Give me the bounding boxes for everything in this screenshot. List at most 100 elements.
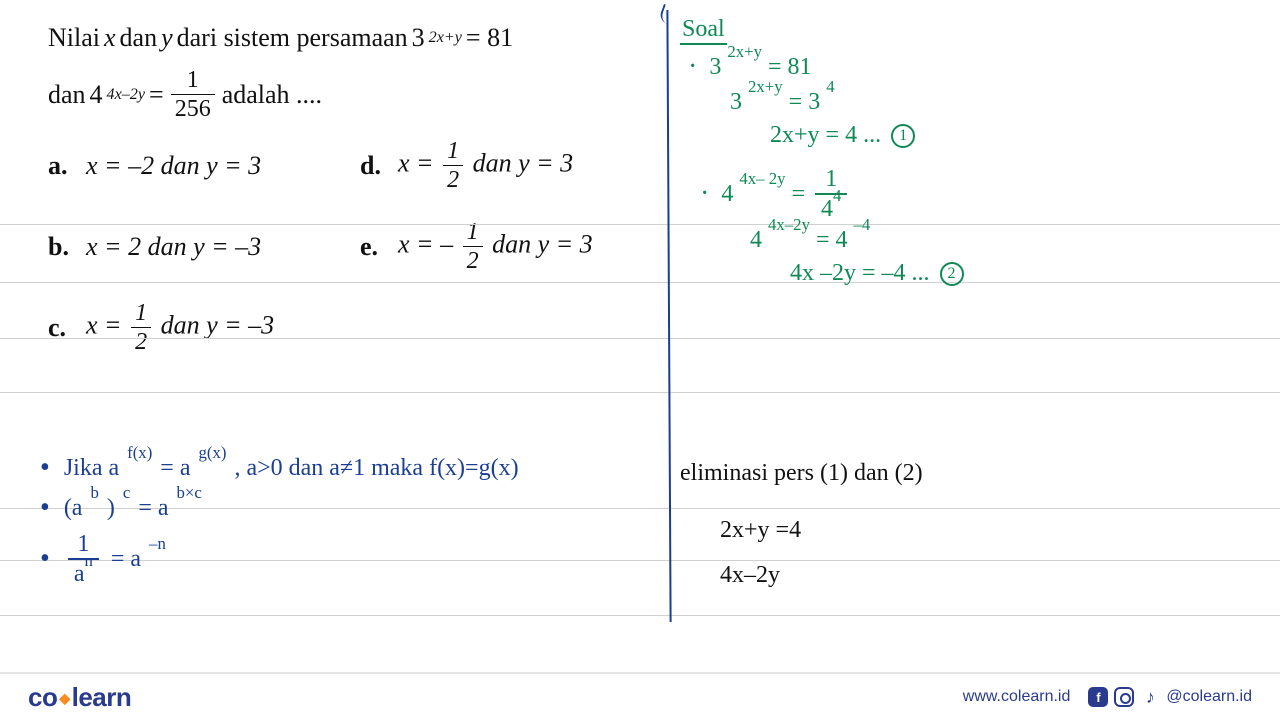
hw-base: 4: [750, 227, 762, 254]
brand-logo: co◆learn: [28, 682, 131, 713]
rule-frac-den-base: a: [74, 561, 85, 587]
rule-exp: b: [90, 483, 98, 503]
hw-eq: =: [789, 89, 803, 116]
q-expr2-eq: =: [149, 75, 164, 115]
rule-exp: –n: [149, 534, 166, 554]
handwriting-blue: • Jika af(x) = ag(x) , a>0 dan a≠1 maka …: [40, 452, 680, 594]
hw-rhs-base: 4: [836, 227, 848, 254]
hw-equation: 2x+y = 4 ...: [770, 122, 881, 149]
option-e: e. x = – 1 2 dan y = 3: [360, 220, 660, 273]
option-label: a.: [48, 151, 72, 181]
social-group: f ♪ @colearn.id: [1088, 687, 1252, 707]
opt-frac-den: 2: [443, 165, 463, 192]
hw-title: Soal: [680, 16, 727, 45]
rule-text: Jika a: [64, 455, 119, 482]
hw-frac: 1 44: [815, 167, 847, 221]
hw-exp: 4x–2y: [768, 215, 810, 235]
hw-rhs-base: 3: [808, 89, 820, 116]
bullet-dot-icon: •: [40, 492, 50, 524]
rule-text: = a: [111, 546, 141, 573]
option-d: d. x = 1 2 dan y = 3: [360, 139, 660, 192]
tiktok-icon: ♪: [1140, 687, 1160, 707]
worksheet-page: Nilai x dan y dari sistem persamaan 3 2x+…: [0, 0, 1280, 672]
opt-frac: 1 2: [443, 139, 463, 192]
opt-frac: 1 2: [131, 301, 151, 354]
option-b: b. x = 2 dan y = –3: [48, 220, 348, 273]
rule-exp: c: [123, 483, 130, 503]
rule-exp: g(x): [198, 443, 226, 463]
handwriting-green: Soal · 3 2x+y = 81 3 2x+y = 3 4 2x+y = 4…: [680, 16, 1260, 293]
q-text: dari sistem persamaan: [177, 18, 408, 58]
rule-text: = a: [160, 455, 190, 482]
facebook-icon: f: [1088, 687, 1108, 707]
option-label: b.: [48, 232, 72, 262]
rule-frac: 1 an: [68, 532, 99, 586]
brand-dot-icon: ◆: [57, 690, 71, 706]
bullet-dot-icon: ·: [700, 178, 709, 210]
hw-frac-den-exp: 4: [833, 186, 841, 205]
opt-frac-num: 1: [131, 301, 151, 327]
hw-equation: 4x –2y = –4 ...: [790, 260, 930, 287]
ruled-line: [0, 615, 1280, 616]
rule-text: ): [107, 495, 115, 522]
bullet-dot-icon: ·: [688, 51, 697, 83]
option-label: d.: [360, 151, 384, 181]
opt-text: x = –: [398, 230, 460, 259]
footer-right: www.colearn.id f ♪ @colearn.id: [963, 687, 1252, 707]
hw-rhs-exp: –4: [854, 215, 871, 235]
footer-url: www.colearn.id: [963, 688, 1071, 706]
opt-frac: 1 2: [463, 220, 483, 273]
hw-eq: 2x+y =4: [720, 517, 923, 544]
ruled-line: [0, 338, 1280, 339]
opt-frac-den: 2: [463, 246, 483, 273]
rule-exp: b×c: [177, 483, 202, 503]
bullet-dot-icon: •: [40, 452, 50, 484]
instagram-icon: [1114, 687, 1134, 707]
rule-frac-den: an: [68, 558, 99, 586]
q-fraction: 1 256: [171, 68, 215, 121]
q-expr1-base: 3: [412, 18, 425, 58]
option-body: x = – 1 2 dan y = 3: [398, 220, 593, 273]
q-frac-num: 1: [183, 68, 203, 94]
hw-base: 3: [709, 54, 721, 81]
q-expr2-base: 4: [90, 75, 103, 115]
hw-exp: 2x+y: [727, 42, 762, 62]
rule-text: , a>0 dan a≠1 maka f(x)=g(x): [234, 455, 518, 482]
q-frac-den: 256: [171, 94, 215, 121]
hw-base: 4: [721, 181, 733, 208]
brand-learn: learn: [72, 682, 132, 712]
hw-eq: 4x–2y: [720, 562, 923, 589]
opt-text: dan y = 3: [473, 149, 574, 178]
rule-text: (a: [64, 495, 83, 522]
hw-exp: 2x+y: [748, 77, 783, 97]
option-body: x = 1 2 dan y = –3: [86, 301, 274, 354]
hw-exp: 4x– 2y: [739, 169, 785, 189]
hw-rhs-exp: 4: [826, 77, 834, 97]
opt-frac-num: 1: [443, 139, 463, 165]
footer-handle: @colearn.id: [1166, 688, 1252, 706]
hw-frac-den-base: 4: [821, 196, 833, 222]
ruled-line: [0, 392, 1280, 393]
q-text: Nilai: [48, 18, 100, 58]
hw-elim-title: eliminasi pers (1) dan (2): [680, 460, 923, 487]
q-text: dan: [120, 18, 158, 58]
hw-frac-den: 44: [815, 193, 847, 221]
option-a: a. x = –2 dan y = 3: [48, 139, 348, 192]
option-body: x = –2 dan y = 3: [86, 151, 261, 181]
opt-text: x =: [86, 311, 128, 340]
option-c: c. x = 1 2 dan y = –3: [48, 301, 348, 354]
rule-exp: f(x): [127, 443, 152, 463]
q-text: dan: [48, 75, 86, 115]
question-text: Nilai x dan y dari sistem persamaan 32x+…: [48, 18, 658, 121]
q-var-y: y: [161, 18, 173, 58]
hw-eq: =: [816, 227, 830, 254]
option-label: e.: [360, 232, 384, 262]
hw-base: 3: [730, 89, 742, 116]
bullet-dot-icon: •: [40, 543, 50, 575]
footer-bar: co◆learn www.colearn.id f ♪ @colearn.id: [0, 672, 1280, 720]
option-body: x = 2 dan y = –3: [86, 232, 261, 262]
option-body: x = 1 2 dan y = 3: [398, 139, 573, 192]
q-var-x: x: [104, 18, 116, 58]
circled-number-icon: 2: [940, 262, 964, 286]
rule-text: = a: [138, 495, 168, 522]
